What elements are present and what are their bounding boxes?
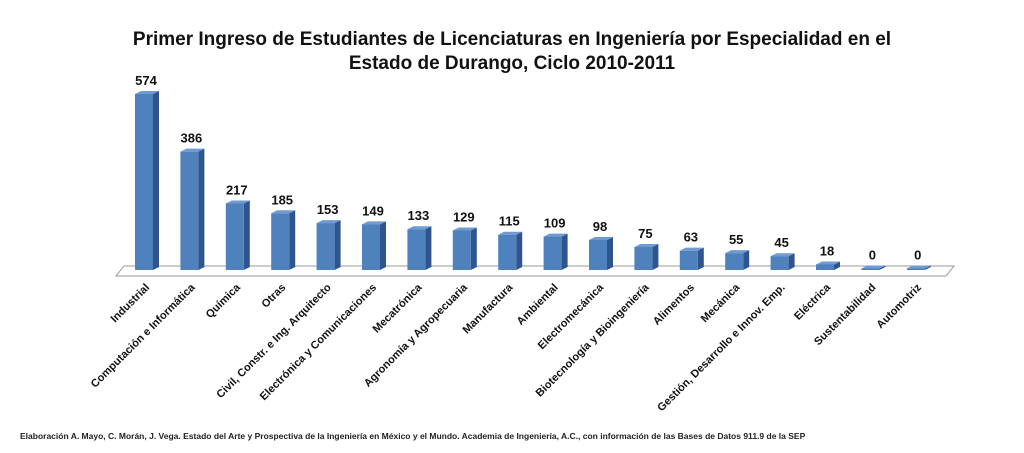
- bar: [725, 253, 744, 270]
- data-label: 75: [638, 226, 652, 241]
- bar-top: [271, 210, 296, 214]
- bar-side: [425, 226, 432, 270]
- data-label: 63: [684, 230, 698, 245]
- bar-top: [498, 231, 523, 235]
- tick-label: Alimentos: [651, 282, 697, 328]
- data-label: 45: [774, 235, 788, 250]
- bar-side: [153, 91, 159, 270]
- data-label: 149: [362, 203, 384, 218]
- bar: [543, 236, 562, 270]
- bar: [407, 229, 426, 270]
- bar-side: [198, 148, 205, 270]
- data-label: 18: [820, 243, 834, 258]
- data-label: 109: [544, 216, 566, 231]
- bar-top: [634, 244, 659, 248]
- tick-label: Mecánica: [699, 281, 743, 325]
- bar: [362, 224, 380, 270]
- data-label: 217: [226, 182, 248, 197]
- data-label: 133: [408, 208, 430, 223]
- bar-side: [561, 233, 568, 270]
- bar-top: [589, 236, 613, 240]
- bar-top: [725, 250, 750, 254]
- bar-side: [879, 265, 886, 270]
- bar: [498, 234, 517, 270]
- bar: [135, 94, 153, 270]
- bar-top: [679, 247, 704, 251]
- data-label: 98: [593, 219, 607, 234]
- bar-side: [380, 221, 386, 270]
- bar-top: [770, 253, 795, 257]
- data-label: 574: [135, 73, 157, 88]
- bar-side: [607, 236, 613, 270]
- source-note: Elaboración A. Mayo, C. Morán, J. Vega. …: [20, 431, 806, 441]
- bar: [770, 256, 789, 270]
- bar-side: [743, 250, 750, 270]
- bar-top: [452, 227, 477, 231]
- bar: [861, 268, 880, 270]
- tick-label: Eléctrica: [792, 281, 834, 323]
- tick-label: Química: [204, 281, 244, 321]
- bar-top: [906, 265, 931, 269]
- bar-top: [407, 226, 432, 230]
- bar-top: [543, 233, 568, 237]
- bar: [452, 230, 471, 270]
- bar-side: [243, 200, 250, 270]
- tick-label: Ambiental: [515, 282, 561, 328]
- tick-label: Automotriz: [874, 281, 924, 331]
- data-label: 153: [317, 202, 339, 217]
- data-label: 55: [729, 232, 743, 247]
- bar: [316, 223, 335, 270]
- data-label: 386: [181, 131, 203, 146]
- bar-side: [470, 227, 477, 270]
- tick-label: Otras: [260, 282, 289, 311]
- bar: [906, 268, 925, 270]
- bar-side: [516, 231, 523, 270]
- bar-side: [834, 261, 840, 270]
- bar-top: [180, 148, 205, 152]
- bar-top: [316, 220, 341, 224]
- bar-top: [225, 200, 250, 204]
- bar-side: [289, 210, 296, 270]
- bar: [225, 203, 244, 270]
- bar-top: [816, 261, 840, 265]
- bar-side: [924, 265, 931, 270]
- bar-side: [334, 220, 341, 270]
- bar: [180, 151, 199, 270]
- bar-side: [788, 253, 795, 270]
- data-label: 0: [869, 248, 876, 263]
- bar-top: [362, 221, 386, 225]
- bar-side: [652, 244, 659, 270]
- data-label: 129: [453, 209, 475, 224]
- tick-label: Industrial: [109, 282, 152, 325]
- bar-side: [697, 247, 704, 270]
- bar: [679, 250, 698, 270]
- bar: [271, 213, 290, 270]
- bar: [589, 239, 607, 270]
- bar: [634, 247, 653, 270]
- bar: [816, 264, 834, 270]
- data-label: 115: [499, 214, 520, 229]
- chart-title: Primer Ingreso de Estudiantes de Licenci…: [132, 29, 892, 74]
- data-label: 185: [271, 192, 293, 207]
- data-label: 0: [914, 248, 921, 263]
- bar-top: [861, 265, 886, 269]
- bar-top: [135, 91, 159, 94]
